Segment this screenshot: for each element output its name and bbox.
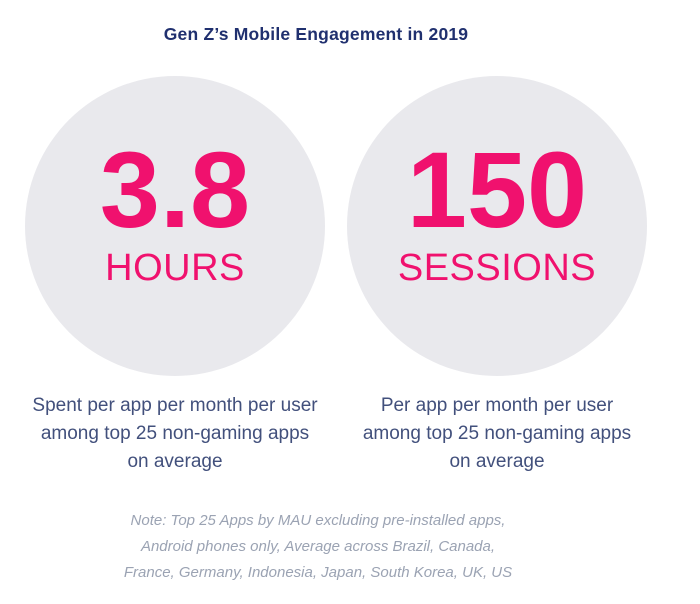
stat-description-hours: Spent per app per month per user among t… xyxy=(32,395,318,472)
stats-row: 3.8 HOURS Spent per app per month per us… xyxy=(25,76,647,476)
stat-card-sessions: 150 SESSIONS Per app per month per user … xyxy=(347,76,647,476)
chart-title: Gen Z’s Mobile Engagement in 2019 xyxy=(163,24,469,44)
stat-circle-hours: 3.8 HOURS xyxy=(25,76,325,376)
stat-card-hours: 3.8 HOURS Spent per app per month per us… xyxy=(25,76,325,476)
stat-value-sessions: 150 xyxy=(406,129,588,251)
stat-circle-sessions: 150 SESSIONS xyxy=(347,76,647,376)
stat-description-sessions: Per app per month per user among top 25 … xyxy=(362,395,632,472)
stat-value-hours: 3.8 xyxy=(99,129,251,251)
stat-unit-hours: HOURS xyxy=(105,246,245,289)
stat-unit-sessions: SESSIONS xyxy=(397,246,597,289)
footnote: Note: Top 25 Apps by MAU excluding pre-i… xyxy=(123,512,513,581)
